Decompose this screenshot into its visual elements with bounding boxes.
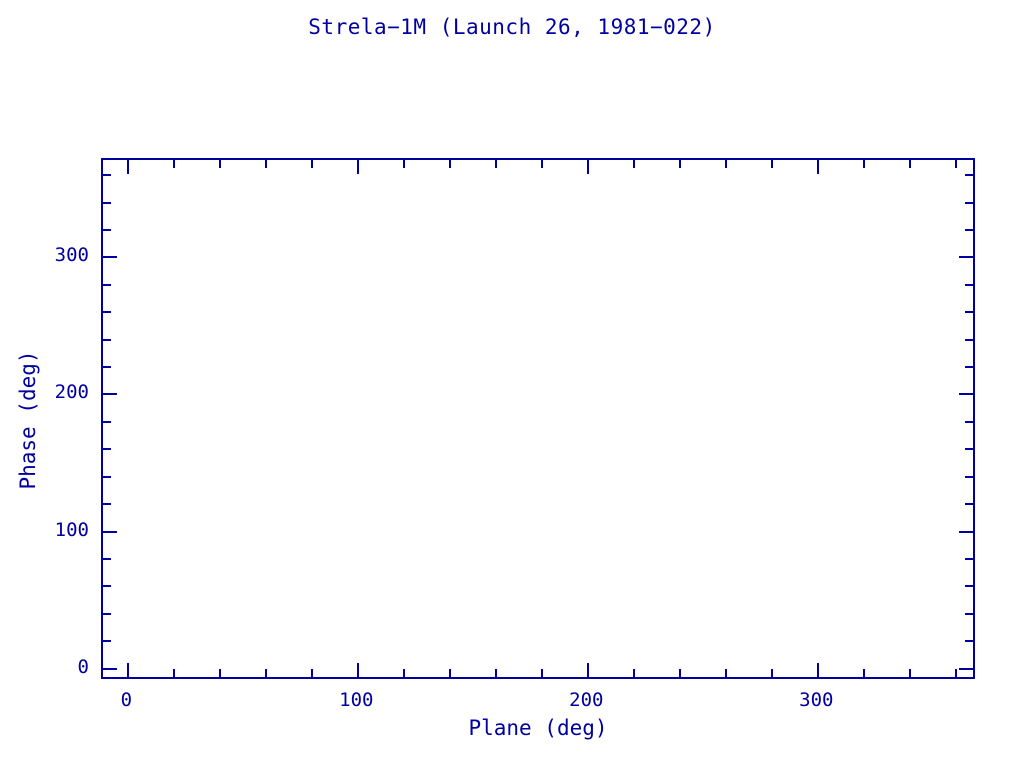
x-axis-minor-tick: [909, 669, 912, 677]
y-axis-minor-tick: [103, 338, 111, 341]
y-axis-right-minor-tick: [965, 283, 973, 286]
x-axis-top-minor-tick: [311, 160, 314, 168]
x-axis-major-tick: [817, 663, 820, 677]
y-axis-minor-tick: [103, 640, 111, 643]
x-axis-top-minor-tick: [633, 160, 636, 168]
x-axis-minor-tick: [495, 669, 498, 677]
y-axis-tick-label: 0: [77, 655, 89, 678]
x-axis-top-major-tick: [817, 160, 820, 174]
y-axis-minor-tick: [103, 612, 111, 615]
y-axis-minor-tick: [103, 201, 111, 204]
y-axis-minor-tick: [103, 228, 111, 231]
x-axis-top-minor-tick: [449, 160, 452, 168]
x-axis-major-tick: [127, 663, 130, 677]
x-axis-top-major-tick: [587, 160, 590, 174]
x-axis-minor-tick: [311, 669, 314, 677]
x-axis-top-minor-tick: [771, 160, 774, 168]
y-axis-right-minor-tick: [965, 640, 973, 643]
x-axis-minor-tick: [219, 669, 222, 677]
y-axis-tick-label: 100: [54, 518, 89, 541]
x-axis-top-major-tick: [127, 160, 130, 174]
y-axis-right-major-tick: [959, 256, 973, 259]
y-axis-right-minor-tick: [965, 475, 973, 478]
y-axis-right-major-tick: [959, 530, 973, 533]
x-axis-minor-tick: [955, 669, 958, 677]
y-axis-major-tick: [103, 530, 117, 533]
y-axis-minor-tick: [103, 557, 111, 560]
x-axis-minor-tick: [403, 669, 406, 677]
y-axis-tick-label: 300: [54, 244, 89, 267]
x-axis-top-minor-tick: [495, 160, 498, 168]
y-axis-right-minor-tick: [965, 420, 973, 423]
x-axis-minor-tick: [173, 669, 176, 677]
y-axis-minor-tick: [103, 448, 111, 451]
y-axis-major-tick: [103, 667, 117, 670]
x-axis-top-minor-tick: [863, 160, 866, 168]
x-axis-minor-tick: [633, 669, 636, 677]
x-axis-label: Plane (deg): [468, 716, 608, 740]
x-axis-top-minor-tick: [679, 160, 682, 168]
page-title: Strela−1M (Launch 26, 1981−022): [308, 15, 716, 39]
x-axis-tick-label: 200: [569, 689, 604, 711]
x-axis-top-minor-tick: [955, 160, 958, 168]
x-axis-minor-tick: [863, 669, 866, 677]
x-axis-tick-label: 0: [120, 689, 133, 711]
x-axis-major-tick: [357, 663, 360, 677]
x-axis-minor-tick: [449, 669, 452, 677]
y-axis-right-minor-tick: [965, 366, 973, 369]
y-axis-minor-tick: [103, 503, 111, 506]
x-axis-top-major-tick: [357, 160, 360, 174]
x-axis-minor-tick: [725, 669, 728, 677]
plot-area: [103, 160, 973, 677]
y-axis-major-tick: [103, 256, 117, 259]
x-axis-minor-tick: [771, 669, 774, 677]
y-axis-right-minor-tick: [965, 503, 973, 506]
x-axis-top-minor-tick: [265, 160, 268, 168]
y-axis-label: Phase (deg): [16, 350, 40, 490]
y-axis-minor-tick: [103, 420, 111, 423]
y-axis-minor-tick: [103, 585, 111, 588]
y-axis-right-minor-tick: [965, 338, 973, 341]
y-axis-right-minor-tick: [965, 311, 973, 314]
y-axis-minor-tick: [103, 311, 111, 314]
x-axis-minor-tick: [265, 669, 268, 677]
x-axis-top-minor-tick: [173, 160, 176, 168]
y-axis-right-minor-tick: [965, 201, 973, 204]
y-axis-right-minor-tick: [965, 448, 973, 451]
plot-frame: [101, 158, 975, 679]
y-axis-minor-tick: [103, 366, 111, 369]
y-axis-minor-tick: [103, 475, 111, 478]
x-axis-tick-label: 300: [799, 689, 834, 711]
y-axis-minor-tick: [103, 283, 111, 286]
x-axis-top-minor-tick: [219, 160, 222, 168]
y-axis-right-major-tick: [959, 393, 973, 396]
y-axis-right-minor-tick: [965, 585, 973, 588]
y-axis-right-minor-tick: [965, 228, 973, 231]
y-axis-right-minor-tick: [965, 557, 973, 560]
x-axis-major-tick: [587, 663, 590, 677]
y-axis-minor-tick: [103, 174, 111, 177]
x-axis-top-minor-tick: [541, 160, 544, 168]
x-axis-tick-label: 100: [339, 689, 374, 711]
y-axis-major-tick: [103, 393, 117, 396]
y-axis-right-minor-tick: [965, 174, 973, 177]
x-axis-minor-tick: [679, 669, 682, 677]
y-axis-right-major-tick: [959, 667, 973, 670]
x-axis-minor-tick: [541, 669, 544, 677]
y-axis-right-minor-tick: [965, 612, 973, 615]
x-axis-top-minor-tick: [909, 160, 912, 168]
y-axis-tick-label: 200: [54, 381, 89, 404]
x-axis-top-minor-tick: [403, 160, 406, 168]
x-axis-top-minor-tick: [725, 160, 728, 168]
